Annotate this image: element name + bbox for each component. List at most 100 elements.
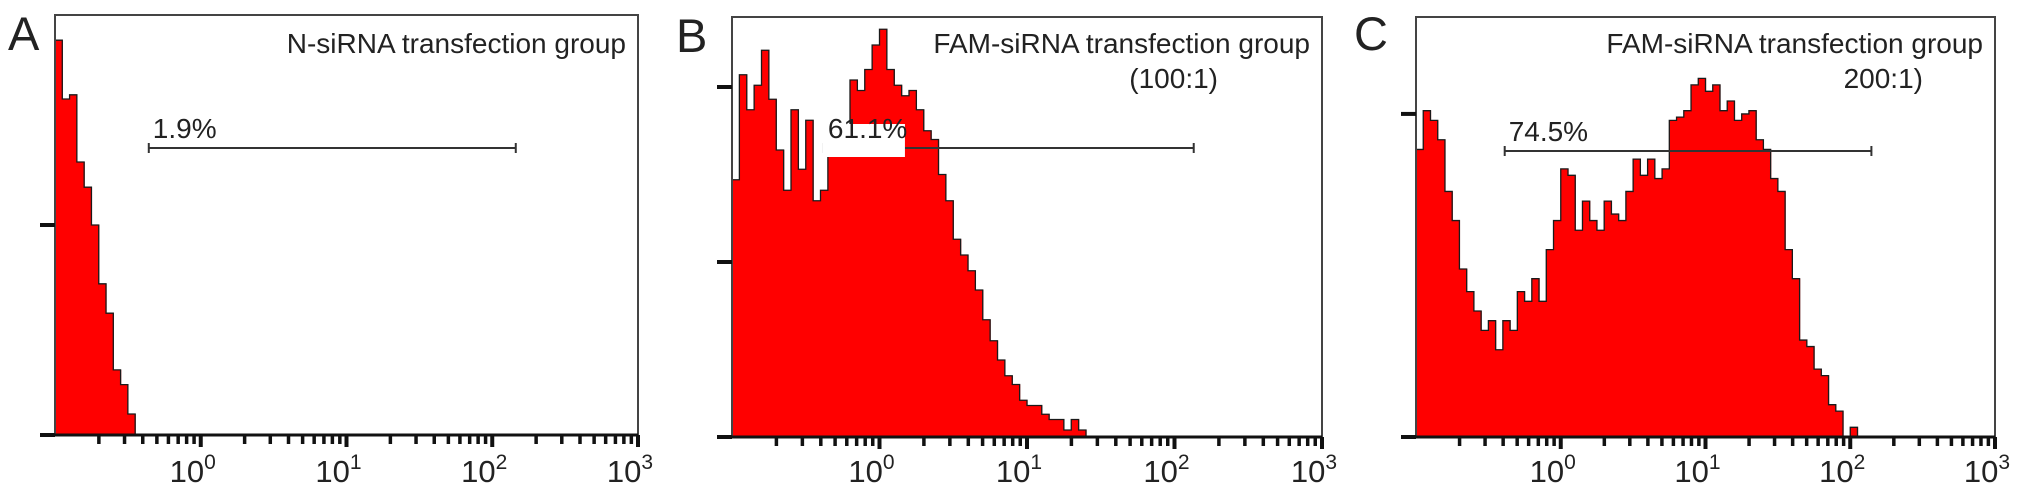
plot-frame (54, 14, 639, 436)
panel-title-line: FAM-siRNA transfection group (1606, 28, 1983, 59)
panel-title-line: (100:1) (1129, 63, 1218, 94)
histogram-bin (1437, 139, 1446, 437)
histogram-bin (1756, 139, 1764, 437)
histogram-bin (1683, 110, 1692, 437)
histogram-bin (1575, 230, 1584, 437)
x-tick-exponent: 0 (1564, 451, 1576, 474)
histogram-bin (1459, 269, 1468, 437)
histogram-bin (1821, 375, 1830, 437)
histogram-bin (1004, 375, 1013, 437)
histogram-bin (1777, 191, 1786, 437)
panel-label: B (676, 9, 707, 62)
histogram-bin (1669, 120, 1678, 437)
x-tick-exponent: 3 (641, 451, 653, 474)
histogram-bin (872, 45, 881, 437)
x-tick-label: 102 (1143, 451, 1189, 489)
x-tick-base: 10 (607, 454, 641, 489)
x-tick-label: 103 (1964, 451, 2010, 489)
histogram-bin (1539, 301, 1547, 437)
histogram-bin (1835, 411, 1844, 437)
histogram-bin (1770, 178, 1779, 438)
x-tick-label: 102 (461, 451, 507, 489)
histogram-bin (916, 109, 925, 437)
gate-percentage-label: 74.5% (1509, 116, 1588, 147)
histogram-bin (1444, 191, 1453, 437)
x-tick-label: 102 (1819, 451, 1865, 489)
histogram-bin (98, 283, 107, 435)
histogram-bin (1748, 110, 1757, 437)
x-tick-base: 10 (315, 454, 349, 489)
histogram-bin (1792, 278, 1801, 437)
histogram-bin (1560, 168, 1569, 437)
histogram-bin (1604, 201, 1613, 437)
histogram-bin (1553, 220, 1562, 437)
histogram-bin (1582, 201, 1591, 437)
histogram-bin (1488, 320, 1497, 437)
x-tick-label: 100 (1530, 451, 1576, 489)
histogram-bin (1567, 175, 1576, 438)
histogram-bin (1596, 230, 1605, 437)
histogram-bin (1611, 214, 1620, 437)
histogram-bin (1546, 249, 1555, 437)
histogram-bin (1712, 84, 1721, 437)
x-tick-exponent: 1 (1030, 451, 1042, 474)
histogram-bin (106, 313, 114, 435)
histogram-bin (1734, 120, 1743, 437)
x-tick-exponent: 0 (883, 451, 895, 474)
histogram-bin (827, 150, 836, 437)
x-tick-exponent: 2 (496, 451, 508, 474)
histogram-bin (120, 384, 129, 435)
panel-title-line: FAM-siRNA transfection group (933, 28, 1310, 59)
x-tick-exponent: 2 (1178, 451, 1190, 474)
histogram-bin (1633, 159, 1641, 437)
histogram-bin (1806, 346, 1815, 437)
histogram-bin (761, 50, 770, 437)
histogram-bin (945, 200, 954, 437)
histogram-bin (1719, 110, 1728, 437)
histogram-bin (1589, 220, 1598, 437)
x-tick-exponent: 2 (1854, 451, 1866, 474)
histogram-bin (1691, 84, 1699, 437)
x-tick-label: 101 (315, 451, 361, 489)
histogram-bin (1618, 220, 1627, 437)
histogram-bin (931, 139, 940, 437)
histogram-bin (776, 150, 785, 437)
histogram-bin (84, 187, 93, 435)
x-tick-base: 10 (170, 454, 204, 489)
histogram-bin (1012, 384, 1021, 437)
histogram-bin (909, 90, 917, 437)
histogram-bin (1698, 78, 1707, 437)
histogram-outline (731, 28, 1087, 437)
x-tick-base: 10 (1143, 454, 1177, 489)
histogram-bin (879, 29, 888, 437)
histogram-bin (1727, 101, 1736, 437)
histogram-bin (1799, 340, 1808, 437)
histogram-bin (850, 80, 858, 437)
histogram-bin (1662, 168, 1670, 437)
histogram-bin (1763, 149, 1772, 437)
histogram-bin (1510, 330, 1518, 437)
histogram-bin (1019, 400, 1028, 437)
x-tick-base: 10 (1530, 454, 1564, 489)
gate-percentage-label: 61.1% (828, 113, 907, 144)
histogram-bin (1828, 404, 1837, 437)
histogram-bin (1705, 91, 1714, 438)
x-tick-label: 100 (170, 451, 216, 489)
histogram-outline (1415, 77, 1859, 438)
histogram-bin (805, 120, 814, 437)
x-tick-base: 10 (1674, 454, 1708, 489)
x-tick-base: 10 (848, 454, 882, 489)
histogram-bin (1049, 419, 1058, 437)
histogram-bin (960, 255, 969, 437)
x-tick-base: 10 (1291, 454, 1325, 489)
histogram-bin (835, 155, 844, 437)
histogram-bin (69, 94, 78, 436)
histogram-bin (938, 174, 947, 437)
panel-title-line: 200:1) (1844, 63, 1923, 94)
histogram-bin (1452, 220, 1461, 437)
histogram-bin (1056, 419, 1065, 437)
histogram-bin (1625, 191, 1634, 437)
